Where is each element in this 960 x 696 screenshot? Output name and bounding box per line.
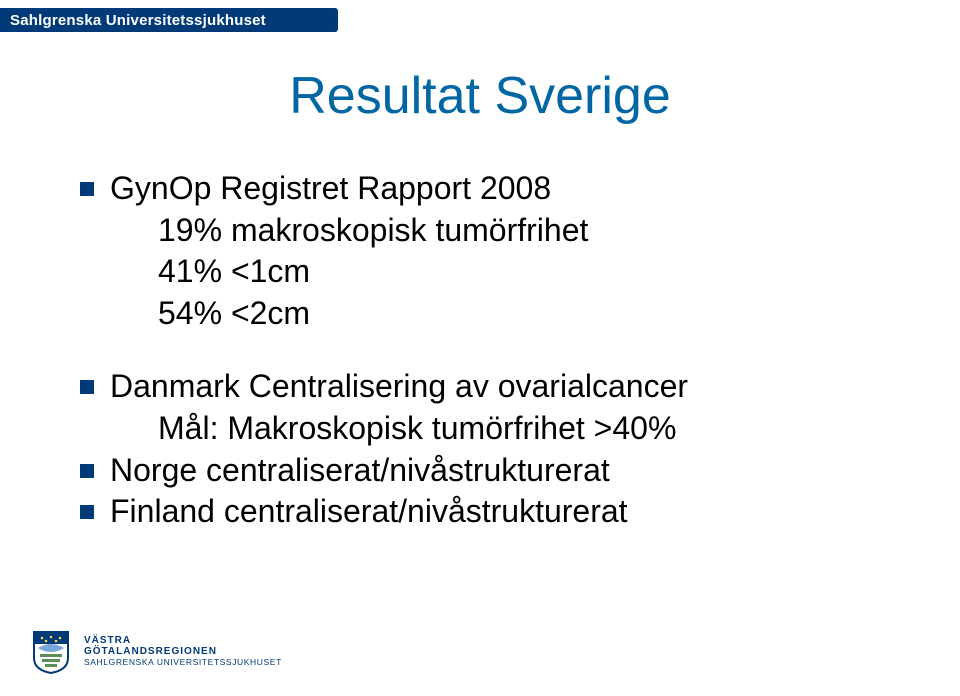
bullet-subline: 54% <2cm [158,293,880,335]
footer-line1: VÄSTRA [84,635,282,647]
bullet-text: GynOp Registret Rapport 2008 [110,168,551,210]
footer-line3: SAHLGRENSKA UNIVERSITETSSJUKHUSET [84,658,282,668]
bullet-item: Danmark Centralisering av ovarialcancer [80,366,880,408]
bullet-marker-icon [80,464,94,478]
bullet-group-1: GynOp Registret Rapport 2008 19% makrosk… [80,168,880,334]
footer-logo: VÄSTRA GÖTALANDSREGIONEN SAHLGRENSKA UNI… [28,628,282,674]
bullet-text: Finland centraliserat/nivåstrukturerat [110,491,628,533]
bullet-text: Danmark Centralisering av ovarialcancer [110,366,688,408]
bullet-item: Finland centraliserat/nivåstrukturerat [80,491,880,533]
bullet-text: Norge centraliserat/nivåstrukturerat [110,450,610,492]
bullet-subline: 41% <1cm [158,251,880,293]
slide-content: GynOp Registret Rapport 2008 19% makrosk… [80,168,880,533]
header-band: Sahlgrenska Universitetssjukhuset [0,8,338,32]
bullet-group-2: Danmark Centralisering av ovarialcancer … [80,366,880,532]
bullet-subline: Mål: Makroskopisk tumörfrihet >40% [158,408,880,450]
bullet-marker-icon [80,505,94,519]
slide-title: Resultat Sverige [0,66,960,126]
header-org-name: Sahlgrenska Universitetssjukhuset [10,12,266,29]
region-emblem-icon [28,628,74,674]
bullet-item: Norge centraliserat/nivåstrukturerat [80,450,880,492]
bullet-marker-icon [80,380,94,394]
footer-line2: GÖTALANDSREGIONEN [84,646,282,658]
bullet-item: GynOp Registret Rapport 2008 [80,168,880,210]
footer-text: VÄSTRA GÖTALANDSREGIONEN SAHLGRENSKA UNI… [84,635,282,668]
bullet-subline: 19% makroskopisk tumörfrihet [158,210,880,252]
bullet-marker-icon [80,182,94,196]
